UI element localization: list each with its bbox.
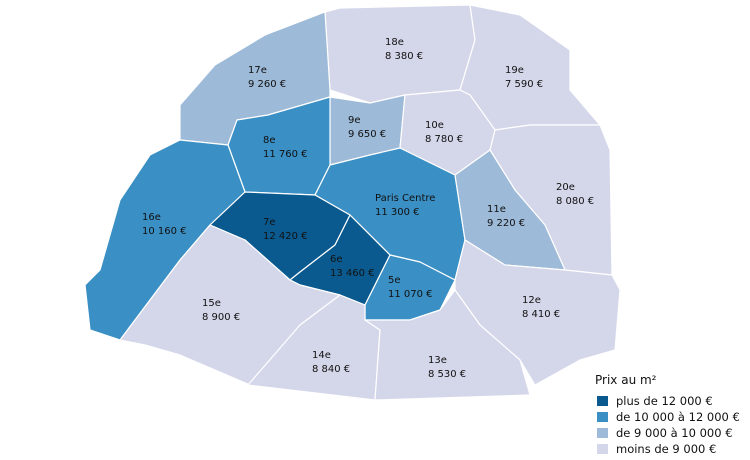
legend-swatch bbox=[597, 396, 608, 406]
legend-swatch bbox=[597, 412, 608, 422]
district-price: 8 780 € bbox=[425, 134, 463, 145]
district-name: 14e bbox=[312, 350, 331, 361]
district-price: 8 530 € bbox=[428, 369, 466, 380]
district-price: 8 900 € bbox=[202, 312, 240, 323]
legend-label: de 10 000 à 12 000 € bbox=[616, 410, 740, 424]
district-price: 7 590 € bbox=[505, 79, 543, 90]
district-name: 9e bbox=[348, 115, 361, 126]
district-labels: 18e 8 380 € 19e 7 590 € 17e 9 260 € 9e 9 650 € 1… bbox=[142, 37, 594, 380]
district-name: 17e bbox=[248, 65, 267, 76]
district-price: 9 220 € bbox=[487, 218, 525, 229]
legend-label: plus de 12 000 € bbox=[616, 394, 713, 408]
legend-label: de 9 000 à 10 000 € bbox=[616, 426, 733, 440]
district-name: Paris Centre bbox=[375, 193, 435, 204]
district-price: 12 420 € bbox=[263, 231, 308, 242]
district-name: 5e bbox=[388, 275, 401, 286]
district bbox=[364, 289, 531, 401]
district-name: 10e bbox=[425, 120, 444, 131]
legend-swatch bbox=[597, 444, 608, 454]
district-price: 9 260 € bbox=[248, 79, 286, 90]
district-price: 11 760 € bbox=[263, 149, 308, 160]
districts bbox=[84, 4, 621, 401]
district-name: 15e bbox=[202, 298, 221, 309]
district-price: 13 460 € bbox=[330, 268, 375, 279]
district-name: 20e bbox=[556, 182, 575, 193]
district-name: 6e bbox=[330, 254, 343, 265]
district-price: 10 160 € bbox=[142, 226, 187, 237]
district-name: 7e bbox=[263, 217, 276, 228]
legend-swatch bbox=[597, 428, 608, 438]
legend-title: Prix au m² bbox=[595, 373, 657, 387]
district-price: 11 070 € bbox=[388, 289, 433, 300]
district-name: 18e bbox=[385, 37, 404, 48]
district-price: 8 840 € bbox=[312, 364, 350, 375]
legend-label: moins de 9 000 € bbox=[616, 442, 716, 456]
district-price: 8 410 € bbox=[522, 309, 560, 320]
district-price: 8 080 € bbox=[556, 196, 594, 207]
district-name: 11e bbox=[487, 204, 506, 215]
district-name: 13e bbox=[428, 355, 447, 366]
district-price: 8 380 € bbox=[385, 51, 423, 62]
legend: Prix au m² plus de 12 000 € de 10 000 à 1… bbox=[595, 373, 740, 456]
district-price: 11 300 € bbox=[375, 207, 420, 218]
district-name: 12e bbox=[522, 295, 541, 306]
district-name: 8e bbox=[263, 135, 276, 146]
district-name: 16e bbox=[142, 212, 161, 223]
district-name: 19e bbox=[505, 65, 524, 76]
district-price: 9 650 € bbox=[348, 129, 386, 140]
